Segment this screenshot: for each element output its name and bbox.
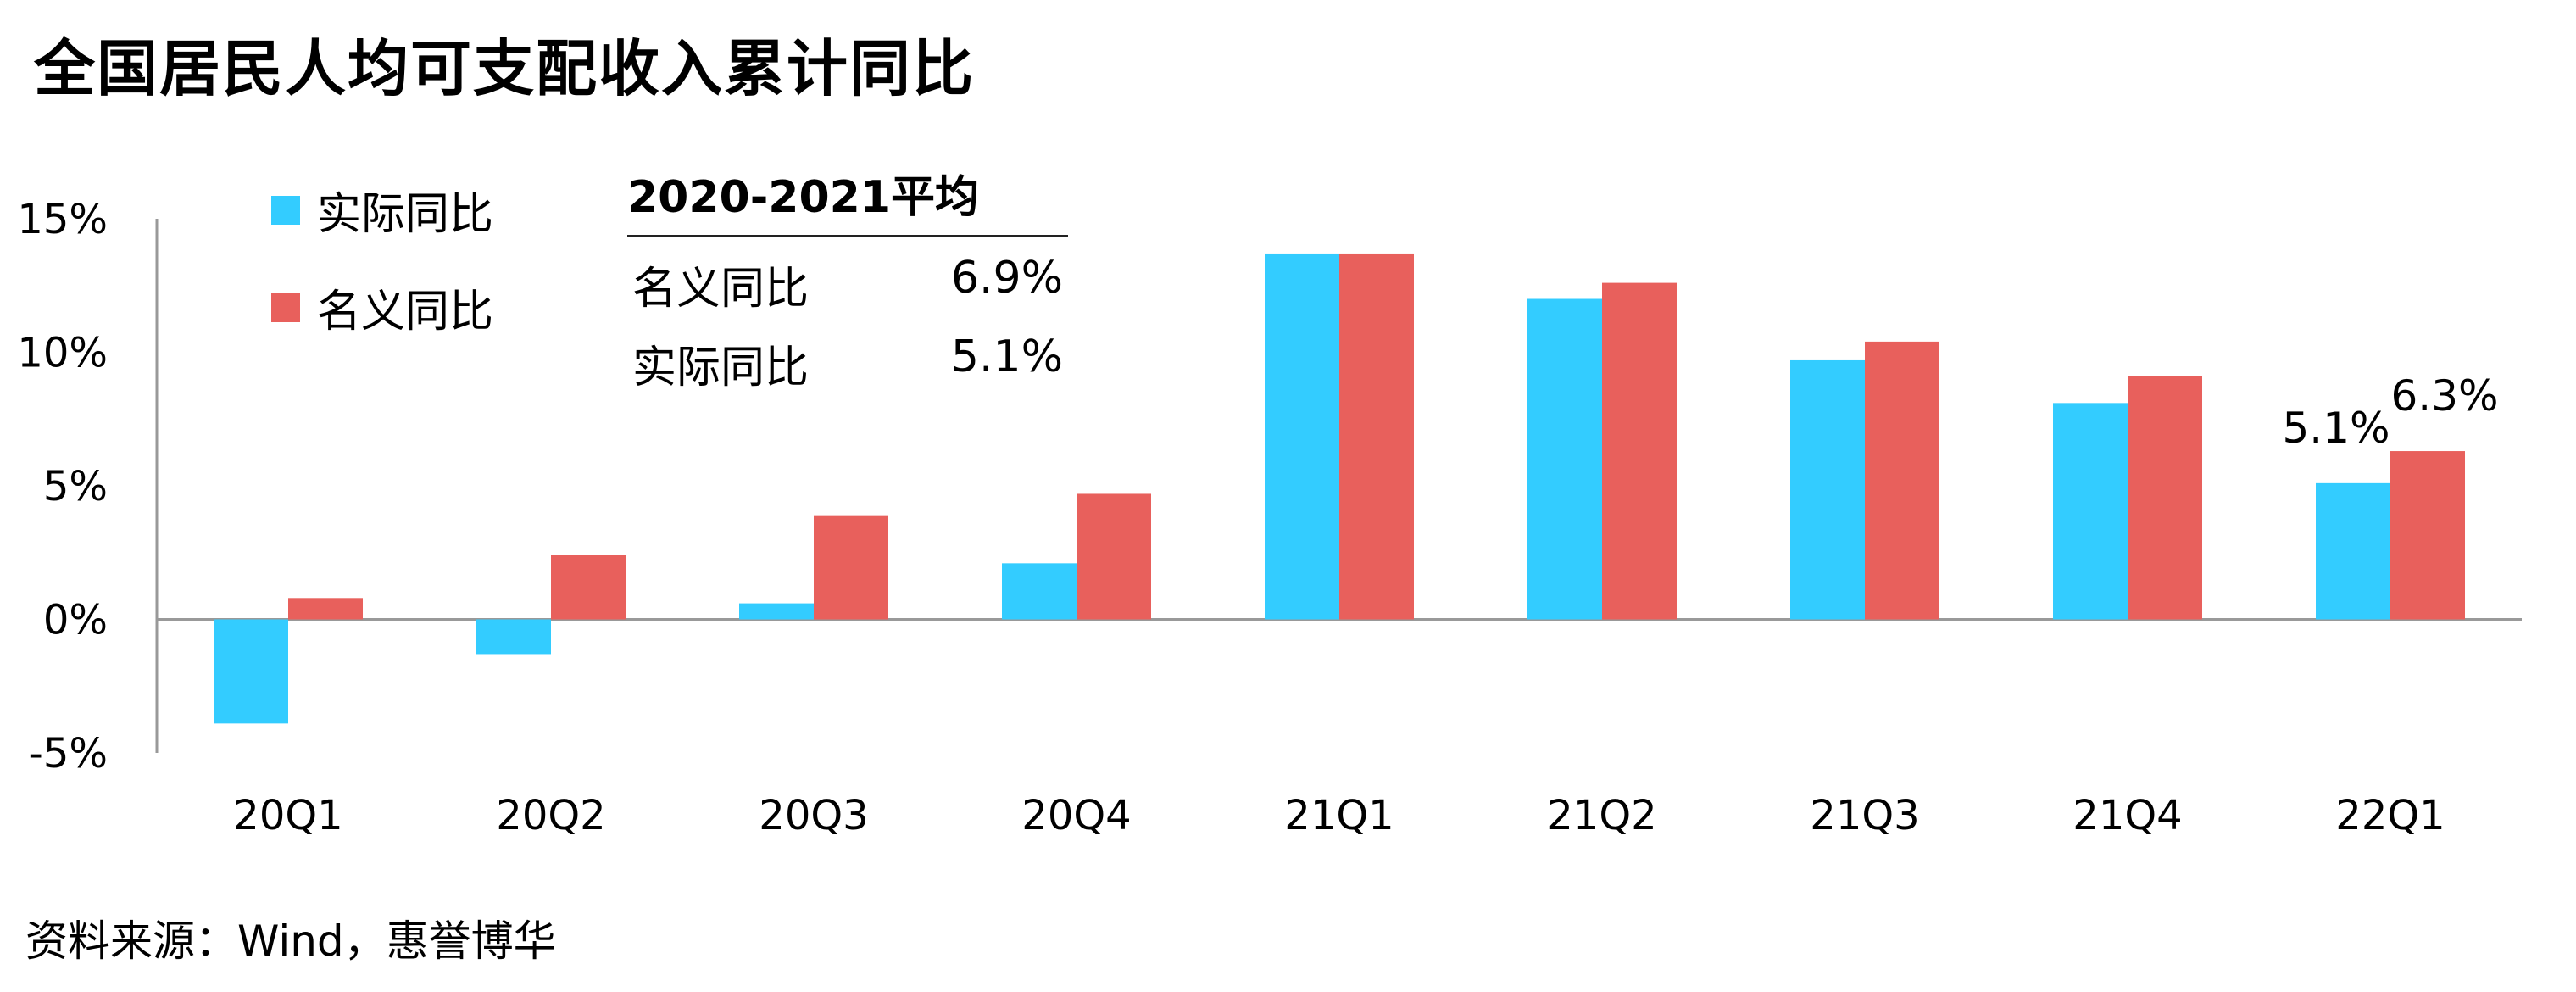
- bar-real: [2316, 482, 2390, 620]
- x-tick-label: 22Q1: [2335, 792, 2445, 839]
- bar-nominal: [2390, 451, 2465, 620]
- x-tick-label: 21Q2: [1547, 792, 1656, 839]
- average-row-label: 名义同比: [632, 264, 810, 315]
- bar-nominal: [1865, 341, 1939, 620]
- bar-nominal: [814, 515, 888, 620]
- x-tick-label: 20Q4: [1021, 792, 1131, 839]
- y-tick-label: 10%: [17, 330, 108, 377]
- bar-real: [1790, 359, 1865, 620]
- average-row-label: 实际同比: [632, 343, 810, 393]
- legend-item-nominal: 名义同比: [271, 276, 493, 339]
- x-tick-label: 20Q2: [496, 792, 605, 839]
- bar-nominal: [2128, 376, 2202, 620]
- average-row-value: 5.1%: [950, 332, 1063, 382]
- x-tick-label: 21Q3: [1810, 792, 1919, 839]
- data-label: 5.1%: [2282, 404, 2390, 453]
- chart-title: 全国居民人均可支配收入累计同比: [34, 32, 976, 104]
- legend-label-nominal: 名义同比: [317, 287, 494, 337]
- y-tick-label: -5%: [29, 730, 108, 777]
- bar-real: [1527, 298, 1602, 620]
- x-tick-label: 20Q1: [233, 792, 342, 839]
- bar-real: [2053, 403, 2128, 620]
- average-table-title: 2020-2021平均: [627, 161, 1068, 237]
- average-row-real: 实际同比 5.1%: [627, 332, 1068, 395]
- bar-real: [1265, 253, 1339, 620]
- bar-nominal: [551, 555, 626, 620]
- data-label: 6.3%: [2390, 371, 2498, 421]
- y-tick-label: 5%: [43, 463, 108, 510]
- average-summary-table: 2020-2021平均 名义同比 6.9% 实际同比 5.1%: [627, 161, 1068, 395]
- labels: -5% 0% 5% 10% 15% 20Q1 20Q2 20Q3 20Q4 21Q1 21Q2 21Q…: [17, 196, 2498, 839]
- bar-nominal: [288, 598, 363, 620]
- bar-nominal: [1077, 493, 1151, 620]
- y-tick-label: 0%: [43, 597, 108, 644]
- bar-real: [1002, 563, 1077, 620]
- legend-label-real: 实际同比: [317, 189, 494, 240]
- bar-real: [214, 619, 288, 724]
- bars: [214, 253, 2465, 724]
- legend-swatch-real: [271, 195, 300, 225]
- average-row-nominal: 名义同比 6.9%: [627, 253, 1068, 316]
- average-row-value: 6.9%: [950, 253, 1063, 304]
- bar-real: [476, 619, 551, 655]
- source-note: 资料来源：Wind，惠誉博华: [25, 917, 556, 966]
- legend-swatch-nominal: [271, 293, 300, 322]
- bar-nominal: [1602, 282, 1677, 620]
- y-tick-label: 15%: [17, 196, 108, 243]
- legend-item-real: 实际同比: [271, 178, 493, 242]
- x-tick-label: 20Q3: [759, 792, 868, 839]
- x-tick-label: 21Q4: [2072, 792, 2182, 839]
- bar-nominal: [1339, 253, 1414, 620]
- x-tick-label: 21Q1: [1284, 792, 1394, 839]
- bar-real: [739, 603, 814, 620]
